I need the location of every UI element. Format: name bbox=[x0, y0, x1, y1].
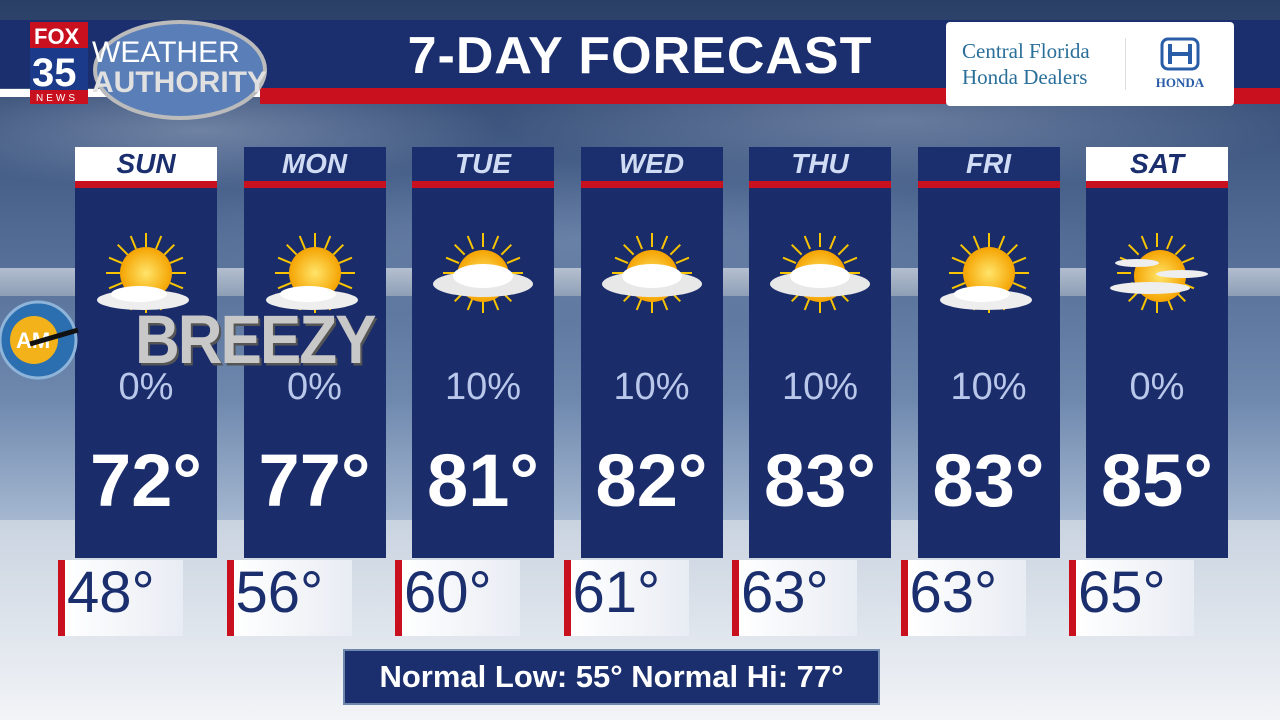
high-temp: 82° bbox=[595, 439, 708, 522]
mostly-sunny-icon bbox=[939, 233, 1032, 313]
sponsor-text: Central Florida Honda Dealers bbox=[946, 38, 1126, 90]
sponsor-banner: Central Florida Honda Dealers HONDA bbox=[946, 22, 1234, 106]
day-label: TUE bbox=[412, 147, 554, 181]
partly-cloudy-icon bbox=[433, 233, 533, 313]
low-temp: 63° bbox=[732, 560, 857, 636]
day-column-mon: MON 0% 77° bbox=[243, 147, 386, 558]
day-column-thu: THU 10% 83° bbox=[749, 147, 891, 558]
day-column-sat: SAT 0% 85° bbox=[1086, 147, 1228, 558]
high-temp: 85° bbox=[1101, 439, 1213, 522]
forecast-panel: 10% 81° bbox=[412, 188, 554, 558]
svg-text:NEWS: NEWS bbox=[36, 93, 78, 104]
svg-text:WEATHER: WEATHER bbox=[92, 36, 240, 69]
am-logo: AM bbox=[0, 300, 79, 380]
forecast-panel: 10% 83° bbox=[749, 188, 891, 558]
partly-cloudy-icon bbox=[770, 233, 870, 313]
low-temp: 60° bbox=[395, 560, 520, 636]
page-title: 7-DAY FORECAST bbox=[407, 27, 873, 85]
forecast-panel: 0% 77° bbox=[243, 188, 386, 558]
svg-text:35: 35 bbox=[32, 51, 77, 95]
precip-chance: 10% bbox=[444, 366, 522, 408]
divider bbox=[580, 181, 723, 188]
divider bbox=[243, 181, 386, 188]
day-column-sun: SUN 0% 72° bbox=[75, 147, 217, 558]
sponsor-line1: Central Florida bbox=[962, 39, 1090, 63]
breezy-badge: BREEZY bbox=[135, 302, 376, 379]
forecast-panel: 0% 85° bbox=[1086, 188, 1228, 558]
forecast-panel: 10% 83° bbox=[917, 188, 1060, 558]
low-temp: 61° bbox=[563, 560, 689, 636]
sponsor-line2: Honda Dealers bbox=[962, 65, 1088, 89]
svg-text:AUTHORITY: AUTHORITY bbox=[92, 66, 267, 99]
low-temp: 56° bbox=[226, 560, 352, 636]
honda-logo: HONDA bbox=[1126, 37, 1234, 91]
partly-cloudy-icon bbox=[601, 233, 702, 313]
fox35-weather-authority-logo: FOX 35 NEWS WEATHER AUTHORITY bbox=[30, 20, 267, 120]
hazy-sun-icon bbox=[1110, 233, 1208, 313]
day-column-wed: WED 10% 82° bbox=[580, 147, 723, 558]
high-temp: 83° bbox=[932, 439, 1045, 522]
day-column-tue: TUE 10% 81° bbox=[412, 147, 554, 558]
day-label: MON bbox=[243, 147, 386, 181]
mostly-sunny-icon bbox=[265, 233, 358, 313]
divider bbox=[749, 181, 891, 188]
high-temp: 72° bbox=[90, 439, 202, 522]
divider bbox=[75, 181, 217, 188]
high-temp: 83° bbox=[764, 439, 876, 522]
forecast-panel: 10% 82° bbox=[580, 188, 723, 558]
precip-chance: 10% bbox=[950, 366, 1027, 408]
forecast-panel: 0% 72° bbox=[75, 188, 217, 558]
divider bbox=[1086, 181, 1228, 188]
day-label: FRI bbox=[917, 147, 1060, 181]
divider bbox=[412, 181, 554, 188]
day-column-fri: FRI 10% 83° bbox=[917, 147, 1060, 558]
mostly-sunny-icon bbox=[97, 233, 189, 313]
normal-temps-bar: Normal Low: 55° Normal Hi: 77° bbox=[343, 649, 880, 705]
precip-chance: 0% bbox=[287, 366, 342, 408]
day-label: SAT bbox=[1086, 147, 1228, 181]
day-label: THU bbox=[749, 147, 891, 181]
divider bbox=[917, 181, 1060, 188]
day-label: SUN bbox=[75, 147, 217, 181]
precip-chance: 0% bbox=[118, 366, 174, 408]
precip-chance: 10% bbox=[613, 366, 690, 408]
precip-chance: 10% bbox=[781, 366, 859, 408]
low-temp: 65° bbox=[1069, 560, 1194, 636]
low-temp: 63° bbox=[900, 560, 1026, 636]
high-temp: 81° bbox=[427, 439, 539, 522]
precip-chance: 0% bbox=[1129, 366, 1185, 408]
honda-brand-text: HONDA bbox=[1155, 75, 1205, 90]
low-temp: 48° bbox=[58, 560, 183, 636]
day-label: WED bbox=[580, 147, 723, 181]
honda-h-icon bbox=[1160, 37, 1200, 71]
svg-text:FOX: FOX bbox=[34, 24, 80, 49]
high-temp: 77° bbox=[258, 439, 371, 522]
